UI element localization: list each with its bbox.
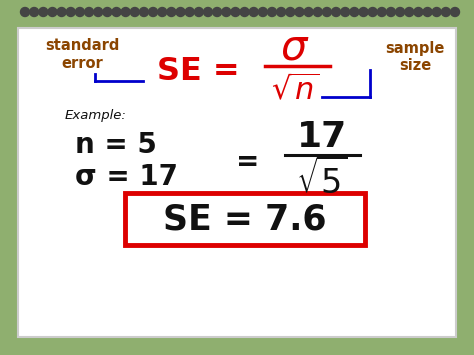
Text: standard: standard [45,38,119,53]
Circle shape [258,7,267,16]
Circle shape [176,7,185,16]
Circle shape [30,7,39,16]
Text: Example:: Example: [65,109,127,121]
Circle shape [75,7,84,16]
Circle shape [386,7,395,16]
Circle shape [423,7,432,16]
Text: sample: sample [385,40,445,55]
Circle shape [414,7,423,16]
Circle shape [94,7,103,16]
Circle shape [322,7,331,16]
Circle shape [341,7,350,16]
Text: SE =: SE = [157,56,239,87]
Circle shape [222,7,231,16]
Circle shape [139,7,148,16]
Text: n = 5: n = 5 [75,131,157,159]
Circle shape [450,7,459,16]
Text: $\sqrt{n}$: $\sqrt{n}$ [271,74,319,106]
Circle shape [286,7,295,16]
Circle shape [267,7,276,16]
Circle shape [185,7,194,16]
Circle shape [332,7,340,16]
Circle shape [48,7,57,16]
Circle shape [313,7,322,16]
Circle shape [130,7,139,16]
Circle shape [350,7,359,16]
Circle shape [377,7,386,16]
Text: 17: 17 [297,120,347,154]
Circle shape [295,7,304,16]
Circle shape [121,7,130,16]
Circle shape [20,7,29,16]
Circle shape [432,7,441,16]
Circle shape [441,7,450,16]
Circle shape [57,7,66,16]
Circle shape [66,7,75,16]
Circle shape [112,7,121,16]
Text: $\sigma$: $\sigma$ [280,27,310,69]
Circle shape [158,7,167,16]
Text: SE = 7.6: SE = 7.6 [163,202,327,236]
Circle shape [213,7,222,16]
Circle shape [203,7,212,16]
Text: =: = [237,148,260,176]
Text: error: error [61,56,103,71]
Circle shape [148,7,157,16]
Circle shape [304,7,313,16]
Text: $\sqrt{5}$: $\sqrt{5}$ [296,159,348,201]
Circle shape [167,7,176,16]
Bar [125,193,365,245]
Text: σ = 17: σ = 17 [75,163,178,191]
Circle shape [405,7,414,16]
Circle shape [103,7,112,16]
Circle shape [277,7,286,16]
Circle shape [39,7,48,16]
Bar [18,28,456,337]
Circle shape [359,7,368,16]
Circle shape [396,7,405,16]
Circle shape [368,7,377,16]
Circle shape [194,7,203,16]
Circle shape [231,7,240,16]
Circle shape [240,7,249,16]
Circle shape [84,7,93,16]
Text: size: size [399,59,431,73]
Circle shape [249,7,258,16]
